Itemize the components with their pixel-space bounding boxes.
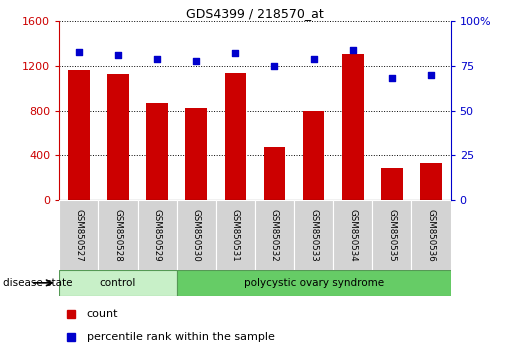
Text: GSM850528: GSM850528: [113, 209, 123, 262]
Bar: [342, 54, 364, 200]
Text: GSM850533: GSM850533: [309, 209, 318, 262]
Bar: [225, 73, 246, 200]
Bar: [59, 200, 98, 271]
Bar: [98, 200, 138, 271]
Bar: [138, 200, 177, 271]
Bar: [372, 200, 411, 271]
Text: disease state: disease state: [3, 278, 72, 288]
Bar: [216, 200, 255, 271]
Point: [231, 51, 239, 56]
Text: GSM850527: GSM850527: [74, 209, 83, 262]
Text: GSM850535: GSM850535: [387, 209, 397, 262]
Text: control: control: [100, 278, 136, 288]
Text: GSM850530: GSM850530: [192, 209, 201, 262]
Point: [349, 47, 357, 53]
Point: [114, 52, 122, 58]
Bar: [177, 200, 216, 271]
Point: [270, 63, 279, 69]
Bar: [185, 108, 207, 200]
Point: [192, 58, 200, 63]
Bar: [333, 200, 372, 271]
Bar: [59, 270, 177, 296]
Text: GSM850536: GSM850536: [426, 209, 436, 262]
Point: [427, 72, 435, 78]
Bar: [303, 110, 324, 200]
Bar: [255, 200, 294, 271]
Bar: [177, 270, 451, 296]
Bar: [107, 74, 129, 200]
Text: GSM850532: GSM850532: [270, 209, 279, 262]
Bar: [411, 200, 451, 271]
Text: GSM850529: GSM850529: [152, 209, 162, 262]
Bar: [294, 200, 333, 271]
Point: [75, 49, 83, 55]
Bar: [420, 163, 442, 200]
Point: [388, 76, 396, 81]
Bar: [381, 167, 403, 200]
Text: polycystic ovary syndrome: polycystic ovary syndrome: [244, 278, 384, 288]
Title: GDS4399 / 218570_at: GDS4399 / 218570_at: [186, 7, 324, 20]
Text: percentile rank within the sample: percentile rank within the sample: [87, 332, 274, 342]
Bar: [264, 148, 285, 200]
Text: GSM850531: GSM850531: [231, 209, 240, 262]
Text: count: count: [87, 309, 118, 319]
Bar: [68, 70, 90, 200]
Bar: [146, 103, 168, 200]
Point: [153, 56, 161, 62]
Text: GSM850534: GSM850534: [348, 209, 357, 262]
Point: [310, 56, 318, 62]
